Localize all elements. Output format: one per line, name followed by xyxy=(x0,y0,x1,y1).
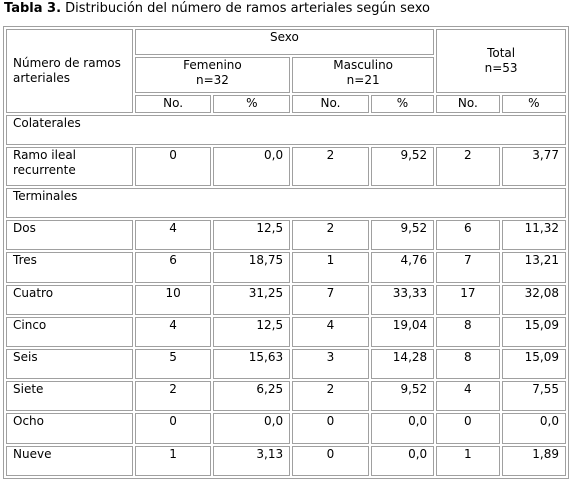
section-row: Colaterales xyxy=(6,114,566,146)
masculino-percent: 14,28 xyxy=(370,349,435,380)
femenino-count: 0 xyxy=(134,413,212,444)
table-row: Seis 5 15,63 3 14,28 8 15,09 xyxy=(6,349,566,380)
section-row: Terminales xyxy=(6,187,566,219)
table-row: Cinco 4 12,5 4 19,04 8 15,09 xyxy=(6,316,566,348)
total-count: 0 xyxy=(436,413,500,444)
table-row: Siete 2 6,25 2 9,52 4 7,55 xyxy=(6,381,566,412)
femenino-count: 0 xyxy=(134,147,212,186)
total-count: 4 xyxy=(436,381,500,412)
row-label: Siete xyxy=(6,381,133,412)
col-header-m-no: No. xyxy=(292,94,369,113)
masculino-count: 3 xyxy=(292,349,369,380)
femenino-count: 4 xyxy=(134,316,212,348)
row-label: Dos xyxy=(6,220,133,251)
total-percent: 32,08 xyxy=(501,284,566,315)
section-title: Terminales xyxy=(6,187,566,219)
femenino-percent: 12,5 xyxy=(213,316,291,348)
table-row: Cuatro 10 31,25 7 33,33 17 32,08 xyxy=(6,284,566,315)
row-label: Tres xyxy=(6,252,133,283)
masculino-count: 4 xyxy=(292,316,369,348)
masculino-count: 2 xyxy=(292,381,369,412)
femenino-count: 5 xyxy=(134,349,212,380)
row-label: Ramo ileal recurrente xyxy=(6,147,133,186)
col-header-t-pct: % xyxy=(501,94,566,113)
femenino-count: 10 xyxy=(134,284,212,315)
masculino-percent: 9,52 xyxy=(370,381,435,412)
femenino-header: Femenino n=32 xyxy=(134,56,291,93)
section-title: Colaterales xyxy=(6,114,566,146)
caption-text: Distribución del número de ramos arteria… xyxy=(61,1,430,16)
row-label-header: Número de ramos arteriales xyxy=(6,29,133,113)
total-percent: 0,0 xyxy=(501,413,566,444)
total-count: 2 xyxy=(436,147,500,186)
masculino-percent: 9,52 xyxy=(370,220,435,251)
caption-number: Tabla 3. xyxy=(4,1,62,16)
masculino-count: 2 xyxy=(292,220,369,251)
femenino-count: 4 xyxy=(134,220,212,251)
col-header-t-no: No. xyxy=(436,94,500,113)
masculino-percent: 9,52 xyxy=(370,147,435,186)
masculino-count: 2 xyxy=(292,147,369,186)
femenino-percent: 6,25 xyxy=(213,381,291,412)
masculino-count: 0 xyxy=(292,413,369,444)
row-label: Cuatro xyxy=(6,284,133,315)
femenino-count: 1 xyxy=(134,445,212,476)
masculino-percent: 0,0 xyxy=(370,413,435,444)
total-percent: 3,77 xyxy=(501,147,566,186)
total-percent: 11,32 xyxy=(501,220,566,251)
femenino-percent: 0,0 xyxy=(213,147,291,186)
masculino-percent: 0,0 xyxy=(370,445,435,476)
sexo-header: Sexo xyxy=(134,29,435,55)
femenino-count: 2 xyxy=(134,381,212,412)
femenino-percent: 3,13 xyxy=(213,445,291,476)
masculino-percent: 4,76 xyxy=(370,252,435,283)
total-percent: 7,55 xyxy=(501,381,566,412)
col-header-f-pct: % xyxy=(213,94,291,113)
femenino-percent: 0,0 xyxy=(213,413,291,444)
masculino-count: 7 xyxy=(292,284,369,315)
table-row: Nueve 1 3,13 0 0,0 1 1,89 xyxy=(6,445,566,476)
col-header-f-no: No. xyxy=(134,94,212,113)
total-header: Total n=53 xyxy=(436,29,566,93)
total-count: 6 xyxy=(436,220,500,251)
masculino-header: Masculino n=21 xyxy=(292,56,435,93)
masculino-percent: 19,04 xyxy=(370,316,435,348)
total-count: 17 xyxy=(436,284,500,315)
table-row: Tres 6 18,75 1 4,76 7 13,21 xyxy=(6,252,566,283)
table-row: Ocho 0 0,0 0 0,0 0 0,0 xyxy=(6,413,566,444)
total-percent: 15,09 xyxy=(501,316,566,348)
table-row: Ramo ileal recurrente 0 0,0 2 9,52 2 3,77 xyxy=(6,147,566,186)
total-percent: 13,21 xyxy=(501,252,566,283)
table-row: Dos 4 12,5 2 9,52 6 11,32 xyxy=(6,220,566,251)
row-label: Cinco xyxy=(6,316,133,348)
femenino-percent: 15,63 xyxy=(213,349,291,380)
total-count: 1 xyxy=(436,445,500,476)
femenino-percent: 31,25 xyxy=(213,284,291,315)
femenino-percent: 12,5 xyxy=(213,220,291,251)
total-count: 8 xyxy=(436,349,500,380)
row-label: Nueve xyxy=(6,445,133,476)
total-percent: 1,89 xyxy=(501,445,566,476)
masculino-count: 0 xyxy=(292,445,369,476)
masculino-percent: 33,33 xyxy=(370,284,435,315)
row-label: Seis xyxy=(6,349,133,380)
femenino-count: 6 xyxy=(134,252,212,283)
row-label: Ocho xyxy=(6,413,133,444)
data-table: Número de ramos arteriales Sexo Total n=5… xyxy=(3,26,569,479)
total-percent: 15,09 xyxy=(501,349,566,380)
total-count: 8 xyxy=(436,316,500,348)
total-count: 7 xyxy=(436,252,500,283)
femenino-percent: 18,75 xyxy=(213,252,291,283)
col-header-m-pct: % xyxy=(370,94,435,113)
table-caption: Tabla 3. Distribución del número de ramo… xyxy=(4,1,430,16)
masculino-count: 1 xyxy=(292,252,369,283)
